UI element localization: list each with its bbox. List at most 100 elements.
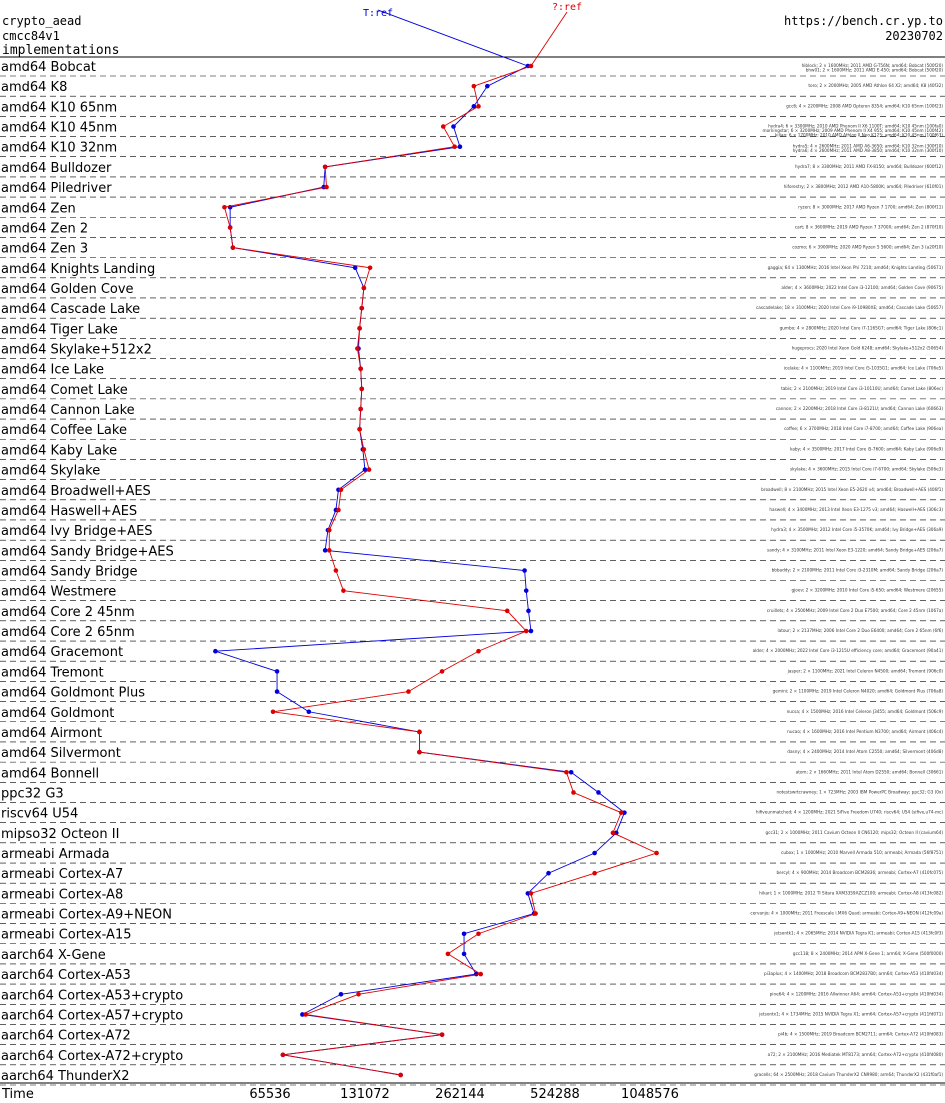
data-point-red [592,870,597,876]
machine-note: a72; 2 × 2100MHz; 2016 Mediatek MT8173; … [768,1052,944,1057]
row-label: armeabi Cortex-A15 [1,928,131,943]
data-point-red [333,568,339,573]
data-point-red [358,366,363,372]
data-point-blue [485,83,490,89]
data-point-blue [596,790,601,795]
machine-note: cannon; 2 × 2200MHz; 2018 Intel Core i3-… [776,406,943,411]
data-point-red [338,487,344,493]
machine-note: morningstar; 6 × 3200MHz; 2009 AMD Pheno… [762,128,943,133]
row-label: amd64 K10 45nm [1,121,117,136]
data-point-red [280,1052,286,1058]
row-label: amd64 Bobcat [1,60,96,75]
data-point-blue [546,870,551,876]
data-point-blue [457,144,463,150]
row-label: armeabi Armada [1,847,110,862]
data-point-blue [362,467,368,472]
row-label: amd64 Coffee Lake [1,423,127,438]
data-point-red [564,770,569,775]
row-label: amd64 Tiger Lake [1,322,118,337]
header-line-1: crypto_aead [2,14,81,28]
machine-note: gcc6; 4 × 2200MHz; 2008 AMD Opteron 8354… [786,103,943,108]
machine-note: hydra3; 4 × 3500MHz; 2012 Intel Core i5-… [771,527,943,532]
data-point-red [361,447,367,452]
row-label: amd64 K10 65nm [1,100,117,115]
x-tick-label: 65536 [249,1087,290,1102]
machine-note: atom; 2 × 1660MHz; 2011 Intel Atom D2550… [796,769,944,774]
machine-note: hydra7; 8 × 3300MHz; 2011 AMD FX-8150; a… [795,164,943,169]
row-label: aarch64 Cortex-A53+crypto [1,988,183,1003]
row-label: mipso32 Octeon II [1,827,119,842]
data-point-red [406,689,411,694]
data-point-blue [523,588,529,593]
data-point-blue [274,689,280,694]
header-line-3: implementations [2,43,119,58]
data-point-red [357,326,362,331]
row-labels: amd64 Bobcat amd64 K8 amd64 K10 65nm amd64 … [1,60,183,1084]
row-label: amd64 Core 2 45nm [1,605,135,620]
data-point-blue [213,648,218,654]
data-point-red [476,104,481,109]
data-point-red [356,991,361,997]
machine-note: pi3aplus; 4 × 1400MHz; 2018 Broadcom BCM… [764,971,943,976]
machine-notes: hiblock; 2 × 1600MHz; 2011 AMD G-T56N; a… [750,63,943,1077]
legend: T:ref ?:ref [363,2,582,19]
row-label: amd64 Airmont [1,726,102,741]
row-label: amd64 Silvermont [1,746,121,761]
machine-note: jetsontk1; 4 × 2065MHz; 2014 NVIDIA Tegr… [773,931,943,936]
row-label: aarch64 Cortex-A72+crypto [1,1049,183,1064]
machine-note: cubox; 1 × 1000MHz; 2010 Marvell Armada … [781,850,943,855]
machine-note: coffee; 6 × 3700MHz; 2018 Intel Core i7-… [784,426,943,431]
machine-note: notestswrtcrawney; 1 × 723MHz; 2003 IBM … [776,789,943,794]
data-point-red [439,1032,445,1037]
row-label: aarch64 Cortex-A53 [1,968,131,983]
header-line-2: cmcc84v1 [2,29,60,43]
data-point-red [359,386,365,392]
x-axis-label: Time [1,1087,34,1102]
data-point-blue [522,568,527,573]
data-point-red [476,648,481,654]
machine-note: hydra5; 4 × 2600MHz; 2011 AMD A6-3650; a… [793,144,944,149]
legend-blue: T:ref [363,8,393,19]
x-tick-label: 262144 [435,1087,485,1102]
row-label: amd64 Knights Landing [1,262,155,277]
row-label: amd64 Zen [1,201,76,216]
machine-note: gaggia; 64 × 1300MHz; 2016 Intel Xeon Ph… [768,265,944,270]
machine-note: cascadelake; 18 × 3100MHz; 2020 Intel Co… [756,305,943,310]
row-lines [0,75,945,1086]
machine-note: gracells; 64 × 2500MHz; 2018 Cavium Thun… [754,1072,943,1077]
data-point-blue [322,548,328,553]
row-label: amd64 Cascade Lake [1,302,140,317]
data-point-red [355,346,360,351]
machine-note: nucao; 4 × 1600MHz; 2016 Intel Pentium N… [787,729,943,734]
machine-note: nucsa; 4 × 1500MHz; 2016 Intel Celeron J… [787,709,944,714]
x-tick-label: 131072 [340,1087,390,1102]
data-point-blue [300,1012,305,1017]
machine-note: bercyl; 4 × 900MHz; 2014 Broadcom BCM283… [776,870,943,875]
row-label: amd64 Comet Lake [1,383,128,398]
data-point-red [610,830,616,836]
row-label: aarch64 Cortex-A57+crypto [1,1008,183,1023]
data-point-red [230,245,236,250]
row-label: aarch64 ThunderX2 [1,1069,129,1084]
series-lines [213,9,659,1078]
data-point-red [445,951,451,957]
data-point-red [227,225,233,230]
row-label: amd64 K10 32nm [1,141,117,156]
data-point-red [324,184,329,190]
machine-note: pi4b; 4 × 1500MHz; 2019 Broadcom BCM2711… [778,1032,943,1037]
machine-note: kilian; 6 × 1700MHz; 2010 AMD Athlon II … [775,132,943,137]
data-point-blue [471,104,477,109]
row-label: amd64 Sandy Bridge+AES [1,544,174,559]
data-point-red [417,729,422,735]
row-label: amd64 Piledriver [1,181,112,196]
data-point-red [341,588,346,593]
data-point-red [326,527,332,533]
machine-note: broadwell; 8 × 2100MHz; 2015 Intel Xeon … [761,487,943,492]
machine-note: hydra4; 6 × 3300MHz; 2010 AMD Phenom II … [768,124,943,129]
row-label: amd64 Tremont [1,665,104,680]
data-point-blue [461,951,467,957]
data-point-red [440,124,446,129]
data-point-red [359,305,365,311]
x-axis: Time 65536 131072 262144 524288 1048576 [0,1082,945,1102]
header-url: https://bench.cr.yp.to [784,14,943,28]
